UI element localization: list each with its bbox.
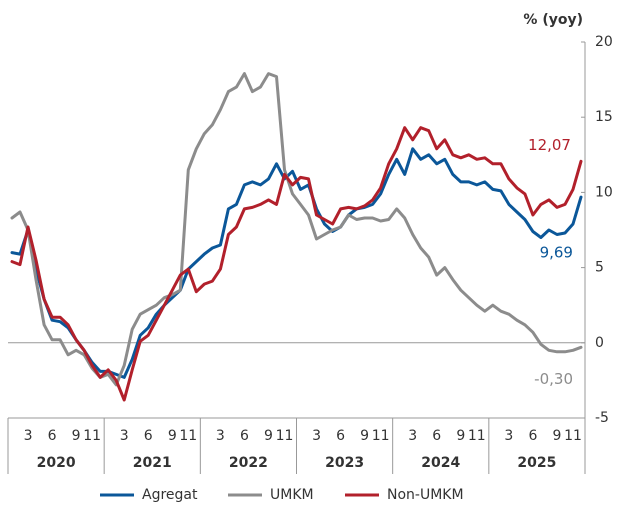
y-tick-label: 5 xyxy=(595,260,604,276)
x-tick-label: 3 xyxy=(408,428,417,444)
x-tick-label: 6 xyxy=(144,428,153,444)
x-tick-label: 9 xyxy=(264,428,273,444)
y-tick-label: 0 xyxy=(595,335,604,351)
data-label: 9,69 xyxy=(540,244,573,262)
legend-label: Agregat xyxy=(142,487,198,503)
y-axis-label: % (yoy) xyxy=(523,12,583,28)
year-label: 2024 xyxy=(421,455,460,471)
x-tick-label: 6 xyxy=(432,428,441,444)
x-tick-label: 11 xyxy=(179,428,197,444)
data-label: 12,07 xyxy=(528,136,571,154)
year-label: 2025 xyxy=(517,455,556,471)
x-tick-label: 3 xyxy=(24,428,33,444)
y-tick-label: 15 xyxy=(595,109,613,125)
x-tick-label: 11 xyxy=(83,428,101,444)
x-tick-label: 11 xyxy=(276,428,294,444)
x-tick-label: 11 xyxy=(372,428,390,444)
x-tick-label: 3 xyxy=(216,428,225,444)
x-tick-label: 11 xyxy=(468,428,486,444)
legend-label: Non-UMKM xyxy=(387,487,464,503)
x-tick-label: 3 xyxy=(504,428,513,444)
year-label: 2023 xyxy=(325,455,364,471)
data-label: -0,30 xyxy=(534,370,573,388)
x-tick-label: 6 xyxy=(48,428,57,444)
year-label: 2022 xyxy=(229,455,268,471)
series-line xyxy=(10,72,583,387)
y-tick-label: 10 xyxy=(595,184,613,200)
x-tick-label: 6 xyxy=(336,428,345,444)
year-label: 2021 xyxy=(133,455,172,471)
y-tick-label: 20 xyxy=(595,34,613,50)
x-tick-label: 11 xyxy=(564,428,582,444)
x-tick-label: 9 xyxy=(72,428,81,444)
x-tick-label: 6 xyxy=(528,428,537,444)
legend-label: UMKM xyxy=(270,487,314,503)
x-tick-label: 6 xyxy=(240,428,249,444)
x-tick-label: 9 xyxy=(456,428,465,444)
y-tick-label: -5 xyxy=(595,410,609,426)
year-label: 2020 xyxy=(37,455,76,471)
x-tick-label: 9 xyxy=(552,428,561,444)
x-tick-label: 3 xyxy=(312,428,321,444)
x-tick-label: 9 xyxy=(168,428,177,444)
x-tick-label: 3 xyxy=(120,428,129,444)
series-line xyxy=(10,126,583,402)
x-tick-label: 9 xyxy=(360,428,369,444)
